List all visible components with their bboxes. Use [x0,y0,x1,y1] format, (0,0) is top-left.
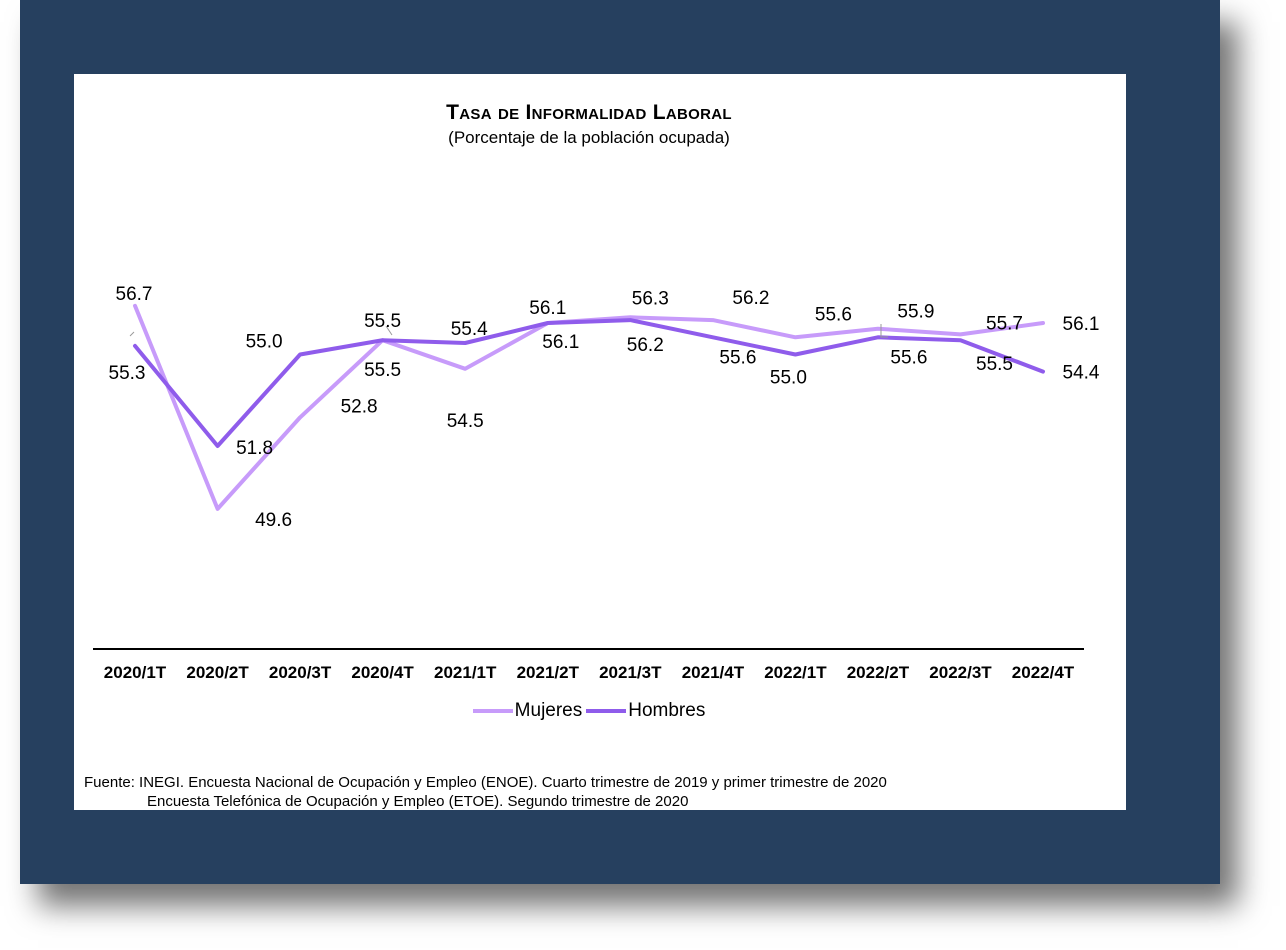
legend-swatch-hombres [586,709,627,713]
data-label-hombres: 56.2 [627,335,664,356]
legend-item-hombres: Hombres [586,700,705,722]
legend-swatch-mujeres [472,709,513,713]
data-label-hombres: 56.1 [542,332,579,353]
data-label-mujeres: 56.1 [529,298,566,319]
data-label-mujeres: 49.6 [255,510,292,531]
leader-line [129,331,135,337]
data-label-mujeres: 55.6 [815,304,852,325]
data-label-mujeres: 56.2 [732,288,769,309]
data-label-mujeres: 55.7 [986,313,1023,334]
data-labels: 56.7 49.6 52.8 55.5 54.5 56.1 56.3 56.2 55.6 55.9… [109,284,1100,531]
legend-label-mujeres: Mujeres [514,700,583,721]
data-label-mujeres: 55.5 [364,360,401,381]
x-tick-label: 2022/3T [929,663,992,682]
data-label-mujeres: 52.8 [341,396,378,417]
data-label-hombres: 54.4 [1063,363,1100,384]
data-label-hombres: 51.8 [236,438,273,459]
source-note-line2: Encuesta Telefónica de Ocupación y Emple… [147,793,689,810]
leader-line [880,324,888,338]
x-tick-label: 2021/2T [517,663,580,682]
data-label-hombres: 55.5 [976,354,1013,375]
legend: Mujeres Hombres [74,700,1104,722]
chart-panel: Tasa de Informalidad Laboral (Porcentaje… [74,74,1126,810]
legend-label-hombres: Hombres [628,700,706,721]
x-tick-labels: 2020/1T 2020/2T 2020/3T 2020/4T 2021/1T 2021/… [104,663,1075,682]
x-tick-label: 2020/4T [351,663,414,682]
series-lines [133,303,1045,511]
data-label-hombres: 55.0 [770,368,807,389]
x-tick-label: 2022/4T [1012,663,1075,682]
data-label-mujeres: 54.5 [447,411,484,432]
series-line-hombres [133,318,1045,448]
data-label-mujeres: 56.7 [116,284,153,305]
x-tick-label: 2021/4T [682,663,745,682]
data-label-mujeres: 55.9 [897,302,934,323]
line-chart: 56.7 49.6 52.8 55.5 54.5 56.1 56.3 56.2 55.6 55.9… [93,284,1100,682]
x-tick-label: 2020/3T [269,663,332,682]
data-label-hombres: 55.6 [890,347,927,368]
source-note-line1: Fuente: INEGI. Encuesta Nacional de Ocup… [84,774,887,791]
chart-title: Tasa de Informalidad Laboral [446,101,732,124]
x-tick-label: 2021/1T [434,663,497,682]
data-label-hombres: 55.4 [451,319,488,340]
data-label-hombres: 55.5 [364,311,401,332]
label-leaders [129,324,888,338]
data-label-hombres: 55.6 [719,347,756,368]
x-tick-label: 2021/3T [599,663,662,682]
leader-line [385,325,393,336]
data-label-hombres: 55.3 [109,363,146,384]
x-tick-label: 2022/1T [764,663,827,682]
chart-subtitle: (Porcentaje de la población ocupada) [448,128,730,147]
data-label-hombres: 55.0 [246,332,283,353]
data-label-mujeres: 56.3 [632,288,669,309]
x-tick-label: 2020/1T [104,663,167,682]
legend-item-mujeres: Mujeres [472,700,583,722]
x-tick-label: 2022/2T [847,663,910,682]
x-tick-label: 2020/2T [186,663,249,682]
data-label-mujeres: 56.1 [1063,314,1100,335]
